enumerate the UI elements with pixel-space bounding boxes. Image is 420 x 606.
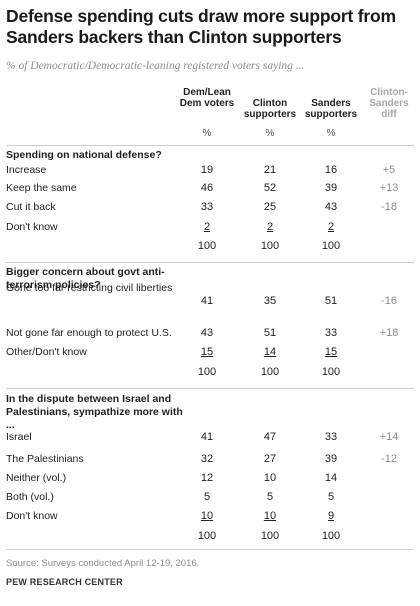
table-cell: 2 [266, 221, 274, 233]
table-cell: 5 [203, 491, 211, 503]
table-cell: 10 [263, 472, 277, 484]
row-label: Not gone far enough to protect U.S. [6, 327, 172, 339]
diff-cell: -16 [381, 295, 397, 307]
table-cell: 33 [324, 327, 338, 339]
table-cell: 43 [200, 327, 214, 339]
table-cell: 2 [203, 221, 211, 233]
table-cell: 21 [263, 164, 277, 176]
chart-subtitle: % of Democratic/Democratic-leaning regis… [6, 60, 305, 72]
diff-cell: -18 [381, 201, 397, 213]
total-cell: 100 [260, 530, 280, 542]
table-cell: 14 [263, 346, 277, 358]
total-cell: 100 [260, 366, 280, 378]
total-cell: 100 [197, 240, 217, 252]
section-divider [6, 262, 414, 263]
table-cell: 39 [324, 453, 338, 465]
row-label: Neither (vol.) [6, 472, 67, 484]
table-cell: 19 [200, 164, 214, 176]
total-cell: 100 [321, 530, 341, 542]
table-cell: 25 [263, 201, 277, 213]
table-cell: 15 [324, 346, 338, 358]
table-cell: 33 [200, 201, 214, 213]
total-cell: 100 [197, 366, 217, 378]
column-header-sanders: Sanders supporters [304, 98, 358, 120]
table-cell: 32 [200, 453, 214, 465]
section-title: Bigger concern about govt anti-terrorism… [6, 266, 165, 291]
table-cell: 12 [200, 472, 214, 484]
row-label: Both (vol.) [6, 491, 54, 503]
total-cell: 100 [260, 240, 280, 252]
column-header-diff: Clinton-Sanders diff [369, 87, 409, 120]
table-cell: 43 [324, 201, 338, 213]
table-cell: 52 [263, 182, 277, 194]
table-cell: 41 [200, 295, 214, 307]
column-header-dem: Dem/Lean Dem voters [179, 87, 235, 109]
table-cell: 39 [324, 182, 338, 194]
section-divider [6, 145, 414, 146]
row-label: Cut it back [6, 201, 56, 213]
table-cell: 14 [324, 472, 338, 484]
row-label: Increase [6, 164, 47, 176]
row-label: Gone too far restricting civil liberties [6, 282, 173, 294]
table-cell: 2 [327, 221, 335, 233]
row-label: Don't know [6, 510, 58, 522]
total-cell: 100 [321, 240, 341, 252]
pct-label-sanders: % [326, 128, 336, 139]
row-label: Don't know [6, 221, 58, 233]
table-cell: 47 [263, 431, 277, 443]
diff-cell: +14 [379, 431, 399, 443]
diff-cell: +18 [379, 327, 399, 339]
pct-label-dem: % [202, 128, 212, 139]
section-title: Spending on national defense? [6, 149, 162, 161]
total-cell: 100 [321, 366, 341, 378]
table-cell: 5 [266, 491, 274, 503]
table-cell: 9 [327, 510, 335, 522]
table-cell: 41 [200, 431, 214, 443]
table-cell: 16 [324, 164, 338, 176]
table-cell: 51 [324, 295, 338, 307]
organization-logo-text: PEW RESEARCH CENTER [6, 577, 123, 587]
table-cell: 10 [200, 510, 214, 522]
table-cell: 10 [263, 510, 277, 522]
table-cell: 15 [200, 346, 214, 358]
row-label: Keep the same [6, 182, 77, 194]
row-label: The Palestinians [6, 453, 84, 465]
chart-title: Defense spending cuts draw more support … [6, 6, 396, 47]
table-cell: 46 [200, 182, 214, 194]
table-bottom-rule [6, 549, 414, 550]
table-cell: 5 [327, 491, 335, 503]
diff-cell: +13 [379, 182, 399, 194]
column-header-clinton: Clinton supporters [243, 98, 297, 120]
pct-label-clinton: % [265, 128, 275, 139]
source-note: Source: Surveys conducted April 12-19, 2… [6, 558, 200, 569]
table-cell: 33 [324, 431, 338, 443]
diff-cell: -12 [381, 453, 397, 465]
row-label: Other/Don't know [6, 346, 87, 358]
row-label: Israel [6, 431, 32, 443]
table-cell: 35 [263, 295, 277, 307]
diff-cell: +5 [382, 164, 396, 176]
section-divider [6, 388, 414, 389]
table-cell: 27 [263, 453, 277, 465]
table-cell: 51 [263, 327, 277, 339]
section-title: In the dispute between Israel and Palest… [6, 393, 183, 431]
total-cell: 100 [197, 530, 217, 542]
